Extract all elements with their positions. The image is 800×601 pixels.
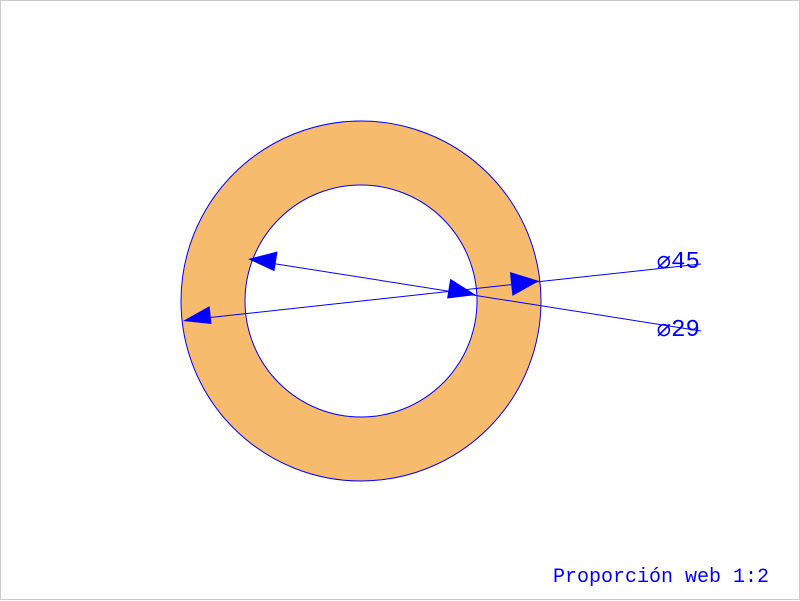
dimension-label-inner: ⌀29 <box>599 287 700 371</box>
dimension-value: 29 <box>671 317 700 344</box>
dimension-value: 45 <box>671 249 700 276</box>
diameter-symbol: ⌀ <box>657 249 671 276</box>
diagram-canvas: ⌀45 ⌀29 Proporción web 1:2 <box>0 0 800 600</box>
diameter-symbol: ⌀ <box>657 317 671 344</box>
footer-text: Proporción web 1:2 <box>553 566 769 589</box>
